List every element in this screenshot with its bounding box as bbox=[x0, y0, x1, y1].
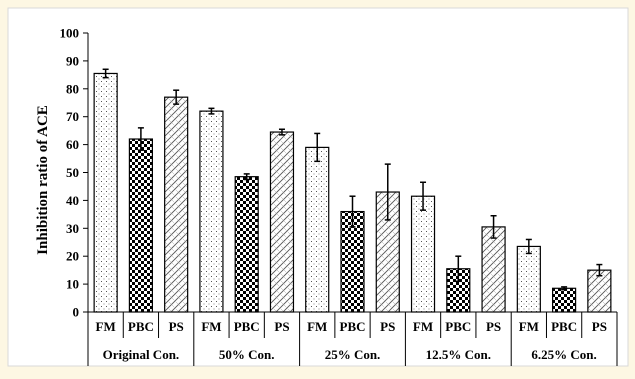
x-tick-label: PS bbox=[380, 319, 395, 334]
x-group-label: 25% Con. bbox=[325, 347, 381, 362]
bar-fm bbox=[93, 72, 118, 313]
x-tick-label: PBC bbox=[234, 319, 260, 334]
x-tick-label: PS bbox=[169, 319, 184, 334]
bar-fm bbox=[305, 146, 330, 313]
y-tick-label: 0 bbox=[73, 305, 80, 320]
x-tick-label: FM bbox=[413, 319, 433, 334]
bar-pbc bbox=[128, 138, 153, 313]
bar-fm bbox=[410, 195, 436, 313]
bar-ps bbox=[269, 131, 295, 313]
x-tick-label: FM bbox=[307, 319, 327, 334]
y-axis-label: Inhibition ratio of ACE bbox=[35, 105, 51, 255]
y-tick-label: 50 bbox=[66, 165, 79, 180]
x-group-label: 12.5% Con. bbox=[426, 347, 491, 362]
x-tick-label: PS bbox=[274, 319, 289, 334]
x-group-label: 50% Con. bbox=[219, 347, 275, 362]
x-tick-label: PBC bbox=[445, 319, 471, 334]
x-tick-label: FM bbox=[201, 319, 221, 334]
x-tick-label: PS bbox=[592, 319, 607, 334]
x-tick-label: PS bbox=[486, 319, 501, 334]
x-tick-label: FM bbox=[96, 319, 116, 334]
x-tick-label: PBC bbox=[340, 319, 366, 334]
bar-fm bbox=[516, 245, 541, 313]
y-tick-label: 10 bbox=[66, 277, 79, 292]
y-tick-label: 100 bbox=[60, 26, 80, 41]
y-tick-label: 60 bbox=[66, 137, 79, 152]
x-tick-label: PBC bbox=[128, 319, 154, 334]
y-tick-label: 70 bbox=[66, 109, 79, 124]
x-group-label: 6.25% Con. bbox=[531, 347, 596, 362]
bar-ps bbox=[164, 96, 189, 313]
x-tick-label: PBC bbox=[551, 319, 577, 334]
x-tick-label: FM bbox=[519, 319, 539, 334]
y-tick-label: 20 bbox=[66, 249, 79, 264]
y-tick-label: 30 bbox=[66, 221, 79, 236]
y-tick-label: 90 bbox=[66, 53, 79, 68]
bar-pbc bbox=[551, 287, 577, 313]
y-tick-label: 40 bbox=[66, 193, 79, 208]
bar-pbc bbox=[234, 176, 259, 313]
bar-ps bbox=[481, 226, 506, 313]
y-tick-label: 80 bbox=[66, 81, 79, 96]
bar-fm bbox=[199, 110, 224, 313]
x-group-label: Original Con. bbox=[103, 347, 180, 362]
